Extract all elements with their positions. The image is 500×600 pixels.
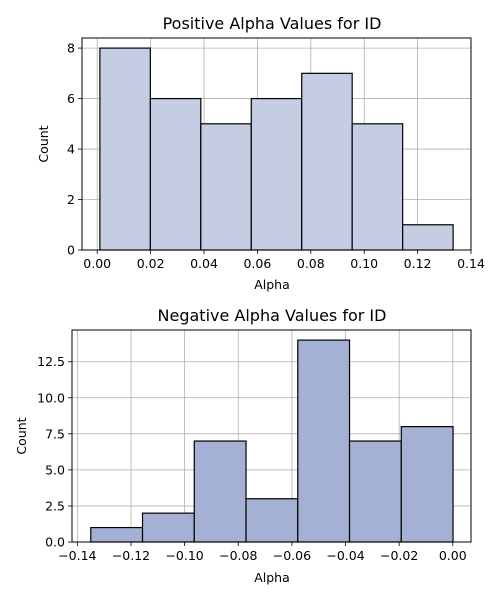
y-tick-label: 10.0	[37, 390, 65, 405]
bars	[91, 340, 453, 542]
y-axis-label: Count	[14, 417, 29, 454]
x-tick-label: −0.14	[58, 548, 96, 563]
x-axis-label: Alpha	[254, 570, 290, 585]
x-tick-label: 0.04	[190, 256, 218, 271]
histogram-bar	[201, 124, 251, 250]
x-ticks: 0.00 0.02 0.04 0.06 0.08 0.10 0.12 0.14	[83, 250, 485, 271]
histogram-bar	[298, 340, 350, 542]
y-tick-label: 0.0	[45, 535, 65, 550]
x-tick-label: −0.06	[273, 548, 311, 563]
x-tick-label: 0.10	[350, 256, 378, 271]
x-tick-label: −0.02	[380, 548, 418, 563]
chart-negative-alpha: Negative Alpha Values for ID −0.14 −0.12−…	[14, 306, 471, 585]
x-tick-label: −0.10	[165, 548, 203, 563]
histogram-bar	[150, 99, 200, 250]
histogram-bar	[403, 225, 453, 250]
bars	[100, 48, 453, 250]
y-tick-label: 2.5	[45, 498, 65, 513]
histogram-bar	[251, 99, 301, 250]
histogram-bar	[246, 499, 298, 542]
y-ticks: 0 2 4 6 8	[67, 41, 82, 258]
chart-positive-alpha: Positive Alpha Values for ID 0.00 0.02 0.0…	[36, 14, 485, 292]
x-tick-label: 0.00	[439, 548, 467, 563]
y-ticks: 0.0 2.5 5.0 7.5 10.0 12.5	[37, 354, 72, 549]
histogram-bar	[143, 513, 195, 542]
y-tick-label: 7.5	[45, 426, 65, 441]
y-tick-label: 0	[67, 243, 75, 258]
x-tick-label: 0.08	[297, 256, 325, 271]
x-tick-label: 0.12	[404, 256, 432, 271]
y-tick-label: 5.0	[45, 462, 65, 477]
x-tick-label: 0.00	[83, 256, 111, 271]
histogram-bar	[100, 48, 150, 250]
histogram-bar	[302, 73, 352, 250]
y-tick-label: 2	[67, 192, 75, 207]
x-axis-label: Alpha	[254, 277, 290, 292]
histogram-bar	[91, 528, 143, 542]
x-tick-label: 0.14	[457, 256, 485, 271]
y-tick-label: 8	[67, 41, 75, 56]
histogram-bar	[401, 427, 453, 542]
chart-title: Positive Alpha Values for ID	[163, 14, 382, 33]
x-tick-label: −0.12	[112, 548, 150, 563]
y-tick-label: 12.5	[37, 354, 65, 369]
x-ticks: −0.14 −0.12 −0.10 −0.08 −0.06 −0.04 −0.02 0.00	[58, 542, 467, 563]
histogram-bar	[350, 441, 402, 542]
y-tick-label: 4	[67, 142, 75, 157]
y-tick-label: 6	[67, 91, 75, 106]
y-axis-label: Count	[36, 125, 51, 162]
x-tick-label: −0.08	[219, 548, 257, 563]
x-tick-label: 0.06	[243, 256, 271, 271]
x-tick-label: 0.02	[137, 256, 165, 271]
histogram-bar	[352, 124, 402, 250]
chart-title: Negative Alpha Values for ID	[158, 306, 387, 325]
x-tick-label: −0.04	[326, 548, 364, 563]
histogram-bar	[194, 441, 246, 542]
